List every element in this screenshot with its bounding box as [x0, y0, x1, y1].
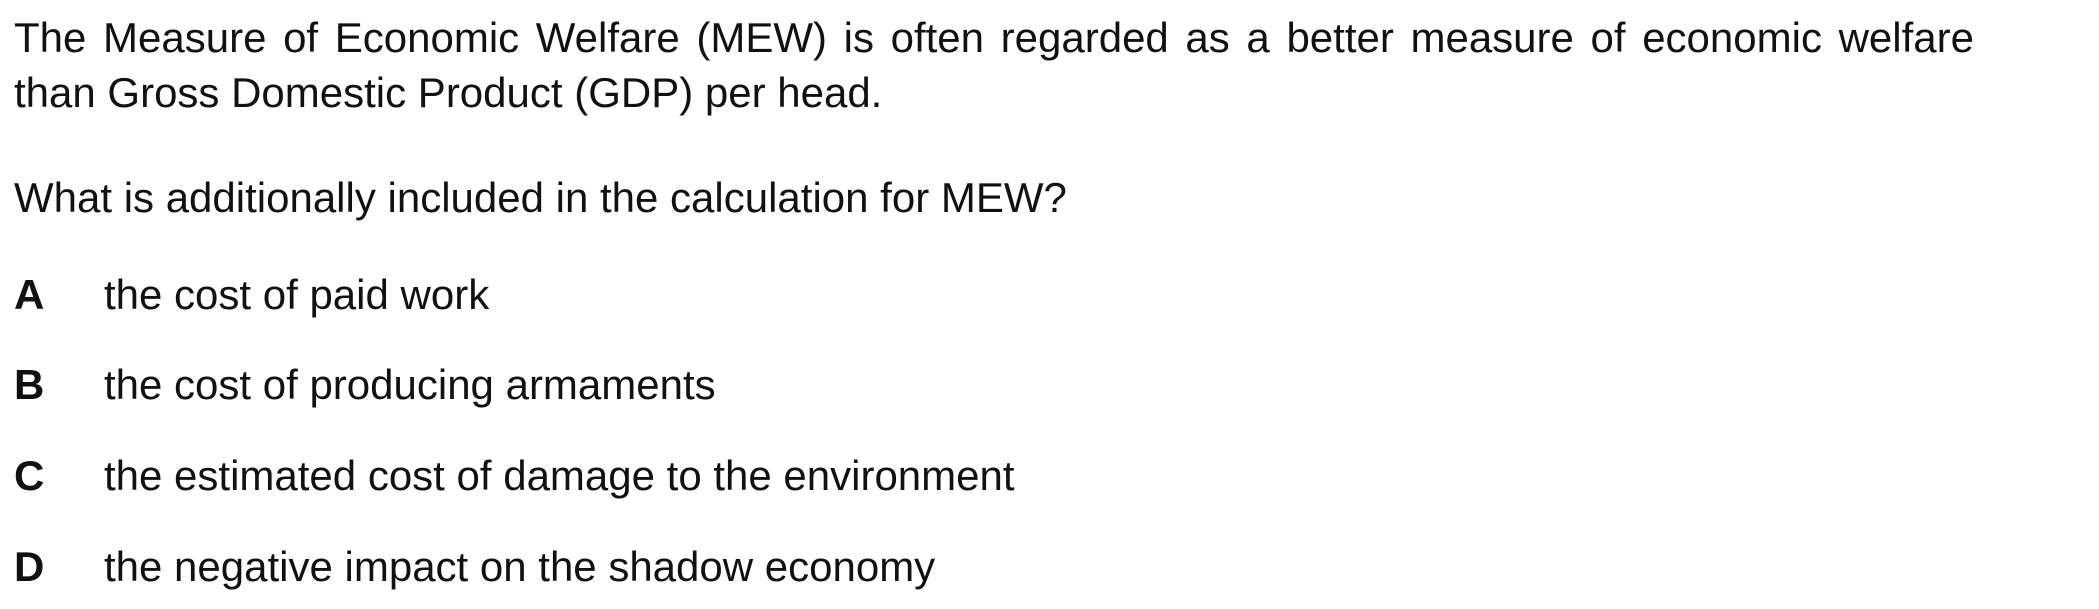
option-text: the estimated cost of damage to the envi… [104, 452, 1015, 499]
question-stem: The Measure of Economic Welfare (MEW) is… [14, 14, 1974, 116]
option-letter: A [14, 271, 45, 318]
option-text: the cost of paid work [104, 271, 490, 318]
option-text: the negative impact on the shadow econom… [104, 543, 936, 590]
question-prompt: What is additionally included in the cal… [14, 174, 1067, 221]
option-letter: D [14, 543, 45, 590]
option-letter: C [14, 452, 45, 499]
option-text: the cost of producing armaments [104, 361, 716, 408]
option-letter: B [14, 361, 45, 408]
